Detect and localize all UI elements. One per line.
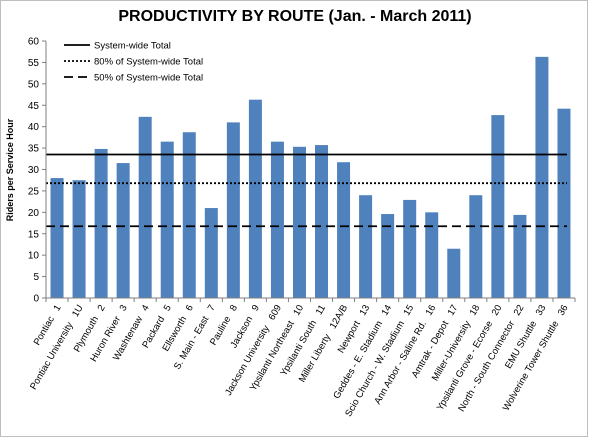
legend-label: 80% of System-wide Total [94,57,203,68]
y-tick-label: 35 [28,144,40,155]
y-axis-ticks: 0 5 10 15 20 25 30 35 40 45 50 55 60 [28,37,46,305]
y-tick-label: 60 [28,37,40,48]
y-tick-label: 55 [28,58,40,69]
legend-label: 50% of System-wide Total [94,73,203,84]
y-tick-label: 40 [28,122,40,133]
bar [535,56,549,299]
bar [359,195,373,298]
bar [557,108,571,298]
bar [403,199,417,298]
bar [50,178,64,298]
bar [513,214,527,298]
bar [182,132,196,298]
bar [160,141,174,298]
bar [138,116,152,298]
y-tick-label: 15 [28,229,40,240]
bar [248,99,262,298]
reference-lines [46,153,567,228]
chart-title: PRODUCTIVITY BY ROUTE (Jan. - March 2011… [118,8,472,25]
bar [315,145,329,298]
bar [381,214,395,298]
legend-label: System-wide Total [94,41,171,52]
bars [50,56,571,299]
bar [292,146,306,298]
y-tick-label: 30 [28,165,40,176]
y-tick-label: 20 [28,208,40,219]
bar [226,122,240,298]
bar [447,248,461,298]
y-axis-label: Riders per Service Hour [5,118,15,221]
bar [116,163,130,298]
y-tick-label: 0 [33,294,39,305]
legend: System-wide Total 80% of System-wide Tota… [64,41,203,84]
axes [45,41,576,302]
bar [72,180,86,298]
bar [337,162,351,298]
bar [94,148,108,298]
bar [204,208,218,298]
y-tick-label: 50 [28,79,40,90]
bar [469,195,483,298]
y-tick-label: 45 [28,101,40,112]
y-tick-label: 10 [28,251,40,262]
bar [425,212,439,298]
bar [491,115,505,298]
y-tick-label: 25 [28,186,40,197]
bar [270,141,284,298]
y-tick-label: 5 [33,272,39,283]
